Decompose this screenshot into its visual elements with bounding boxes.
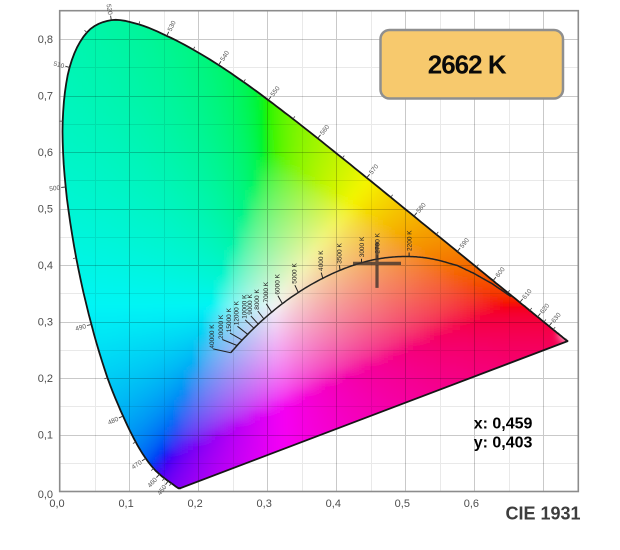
- svg-text:15000 K: 15000 K: [226, 307, 233, 332]
- svg-text:5000 K: 5000 K: [292, 263, 299, 284]
- svg-text:0,2: 0,2: [187, 498, 202, 510]
- svg-text:0,8: 0,8: [38, 34, 53, 46]
- svg-text:500: 500: [49, 185, 61, 193]
- svg-text:10000 K: 10000 K: [242, 294, 249, 319]
- svg-text:510: 510: [53, 60, 66, 70]
- svg-text:0,0: 0,0: [38, 489, 53, 501]
- svg-text:520: 520: [105, 4, 114, 16]
- svg-text:y: 0,403: y: 0,403: [474, 435, 533, 452]
- svg-text:12000 K: 12000 K: [234, 300, 241, 325]
- svg-text:0,1: 0,1: [38, 430, 53, 442]
- svg-text:0,0: 0,0: [49, 498, 64, 510]
- svg-text:0,7: 0,7: [38, 91, 53, 103]
- svg-text:7000 K: 7000 K: [263, 281, 270, 302]
- svg-text:0,5: 0,5: [395, 498, 410, 510]
- svg-text:20000 K: 20000 K: [218, 314, 225, 339]
- svg-text:2662 K: 2662 K: [428, 49, 507, 79]
- svg-text:0,4: 0,4: [38, 260, 53, 272]
- svg-text:0,6: 0,6: [38, 147, 53, 159]
- svg-text:480: 480: [107, 416, 120, 427]
- svg-text:3000 K: 3000 K: [359, 236, 366, 257]
- svg-text:40000 K: 40000 K: [209, 324, 216, 349]
- svg-text:0,4: 0,4: [326, 498, 341, 510]
- svg-text:530: 530: [167, 20, 178, 33]
- svg-text:6000 K: 6000 K: [275, 273, 282, 294]
- svg-text:9000 K: 9000 K: [247, 294, 254, 315]
- svg-text:8000 K: 8000 K: [254, 289, 261, 310]
- svg-text:CIE 1931: CIE 1931: [506, 504, 581, 524]
- svg-text:540: 540: [219, 49, 231, 62]
- svg-text:4000 K: 4000 K: [318, 250, 325, 271]
- svg-text:0,3: 0,3: [38, 317, 53, 329]
- svg-text:0,1: 0,1: [118, 498, 133, 510]
- svg-text:0,6: 0,6: [464, 498, 479, 510]
- svg-text:0,3: 0,3: [257, 498, 272, 510]
- svg-text:x: 0,459: x: 0,459: [474, 416, 533, 433]
- svg-text:2200 K: 2200 K: [406, 230, 413, 251]
- svg-text:490: 490: [75, 323, 88, 333]
- svg-text:0,5: 0,5: [38, 204, 53, 216]
- svg-text:0,2: 0,2: [38, 373, 53, 385]
- svg-text:3500 K: 3500 K: [337, 243, 344, 264]
